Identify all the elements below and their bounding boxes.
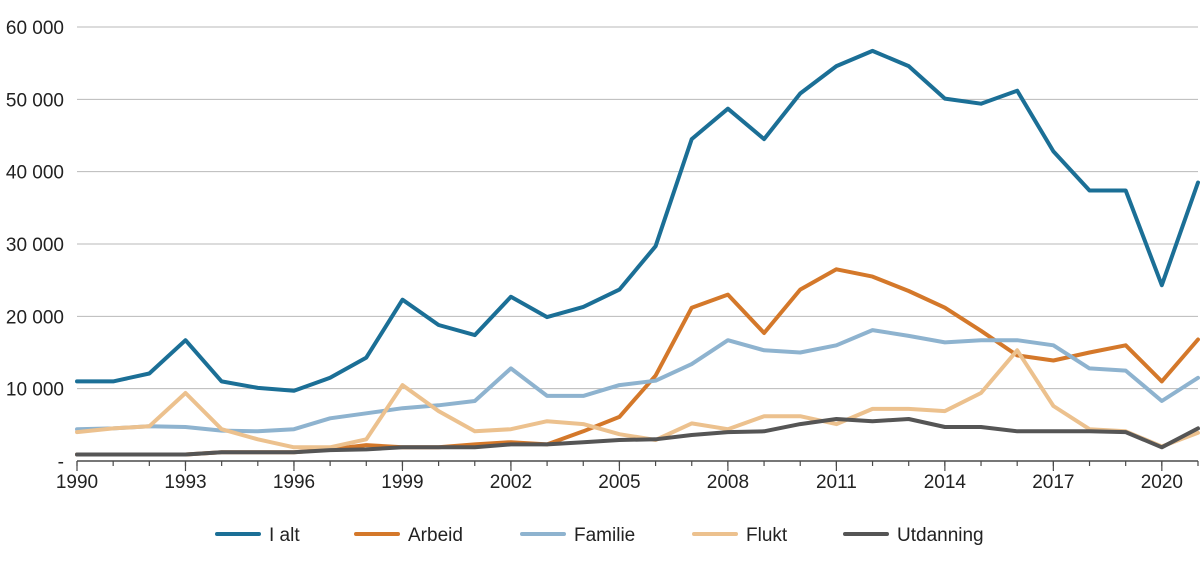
x-tick-label: 2002	[490, 472, 532, 493]
legend-item-arbeid: Arbeid	[354, 525, 463, 546]
y-tick-label: 20 000	[6, 307, 64, 328]
series-lines	[75, 48, 1200, 457]
series-line-utdanning	[75, 417, 1200, 457]
legend-label: Familie	[574, 525, 635, 546]
y-tick-label: -	[58, 452, 64, 473]
legend-item-i-alt: I alt	[215, 525, 300, 546]
legend-label: Arbeid	[408, 525, 463, 546]
y-tick-label: 50 000	[6, 90, 64, 111]
x-tick-label: 2014	[924, 472, 967, 493]
x-tick-label: 1999	[381, 472, 423, 493]
series-line-arbeid	[75, 267, 1200, 457]
gridlines	[77, 26, 1198, 390]
legend-item-utdanning: Utdanning	[843, 525, 984, 546]
legend-item-familie: Familie	[520, 525, 635, 546]
x-tick-label: 1996	[273, 472, 315, 493]
x-tick-label: 2005	[598, 472, 640, 493]
x-tick-label: 1993	[164, 472, 206, 493]
legend: I alt Arbeid Familie Flukt Utdanning	[215, 525, 984, 546]
series-line-familie	[75, 328, 1200, 434]
series-line-flukt	[75, 348, 1200, 450]
legend-label: I alt	[269, 525, 300, 546]
x-tick-label: 2011	[816, 472, 857, 493]
legend-item-flukt: Flukt	[692, 525, 788, 546]
y-tick-label: 10 000	[6, 380, 64, 401]
legend-label: Utdanning	[897, 525, 984, 546]
x-tick-label: 2017	[1032, 472, 1074, 493]
x-tick-label: 2008	[707, 472, 749, 493]
y-tick-label: 30 000	[6, 235, 64, 256]
x-tick-label: 2020	[1141, 472, 1183, 493]
legend-label: Flukt	[746, 525, 788, 546]
x-tick-label: 1990	[56, 472, 98, 493]
axes: - 10 000 20 000 30 000 40 000 50 000 60 000 199…	[6, 18, 1199, 493]
series-line-i-alt	[75, 48, 1200, 393]
y-tick-label: 40 000	[6, 163, 64, 184]
y-tick-label: 60 000	[6, 18, 64, 39]
